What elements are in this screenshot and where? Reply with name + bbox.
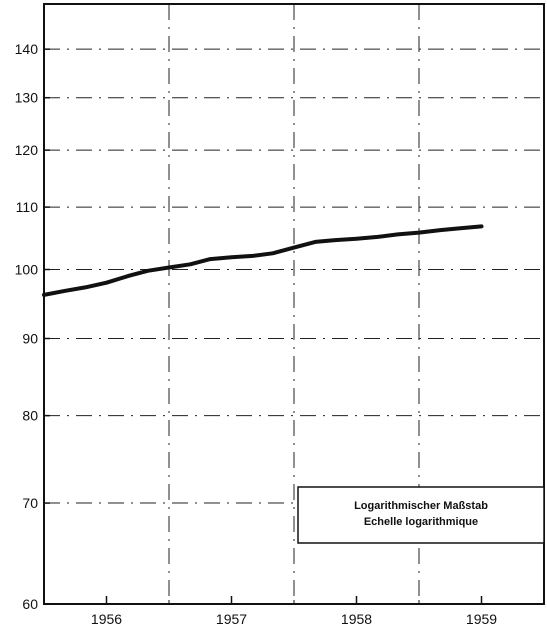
y-tick-label: 110 [16, 199, 39, 215]
y-tick-label: 120 [15, 142, 39, 158]
grid-lines [44, 4, 544, 604]
y-tick-label: 100 [15, 262, 39, 278]
x-axis-ticks: 1956 1957 1958 1959 [91, 596, 545, 627]
x-tick-label: 1959 [466, 611, 497, 627]
y-tick-label: 90 [22, 330, 38, 346]
x-tick-label: 1957 [216, 611, 247, 627]
scale-note-box: Logarithmischer Maßstab Echelle logarith… [297, 486, 545, 544]
series-line-0 [42, 224, 484, 297]
y-tick-label: 80 [22, 408, 38, 424]
y-tick-label: 60 [22, 596, 38, 612]
y-tick-label: 130 [15, 90, 39, 106]
y-tick-label: 140 [15, 41, 39, 57]
scale-note-line-2: Echelle logarithmique [364, 516, 478, 528]
y-axis-ticks: 60 70 80 90 100 110 120 130 140 [15, 41, 50, 612]
y-tick-label: 70 [22, 495, 38, 511]
scale-note-line-1: Logarithmischer Maßstab [354, 500, 488, 512]
x-tick-label: 1958 [341, 611, 372, 627]
x-tick-label: 1956 [91, 611, 122, 627]
series-group [42, 224, 484, 297]
